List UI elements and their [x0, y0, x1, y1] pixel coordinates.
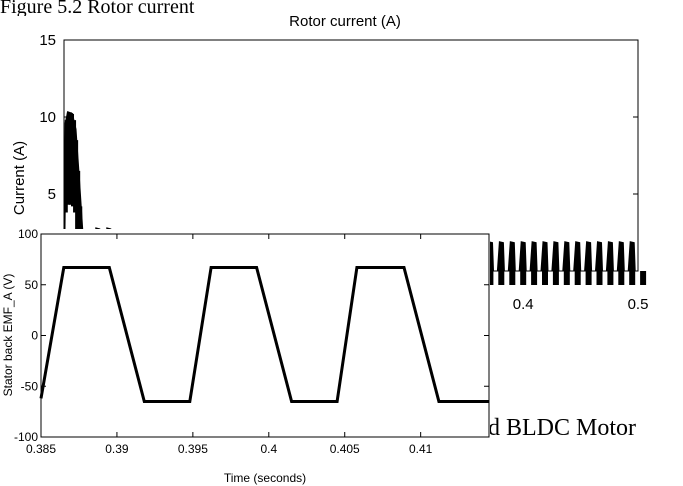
back-emf-x-tick-label: 0.405: [330, 442, 360, 456]
back-emf-y-tick-label: -100: [14, 430, 38, 444]
back-emf-x-axis-label: Time (seconds): [224, 471, 306, 485]
back-emf-x-tick-label: 0.385: [26, 442, 56, 456]
rotor-y-tick-label: 10: [39, 109, 56, 126]
back-emf-x-tick-label: 0.39: [105, 442, 129, 456]
rotor-negative-dip: [520, 271, 527, 285]
rotor-chart-title: Rotor current (A): [289, 13, 401, 30]
top-caption: Figure 5.2 Rotor current: [0, 0, 195, 16]
rotor-negative-dip: [585, 271, 592, 285]
rotor-y-axis-label: Current (A): [11, 141, 28, 215]
rotor-negative-dip: [542, 271, 548, 285]
back-emf-y-tick-label: -50: [21, 379, 39, 393]
rotor-negative-dip: [498, 271, 505, 285]
back-emf-x-tick-label: 0.41: [409, 442, 433, 456]
rotor-negative-dip: [552, 271, 559, 285]
rotor-negative-dip: [487, 271, 494, 285]
back-emf-plot-frame: [40, 233, 490, 438]
back-emf-chart: Stator back EMF_A (V) Time (seconds) 100…: [0, 227, 490, 486]
rotor-negative-dip: [531, 271, 538, 285]
back-emf-y-tick-label: 100: [18, 227, 38, 241]
back-emf-y-axis-label: Stator back EMF_A (V): [1, 274, 15, 397]
rotor-negative-dip: [563, 271, 570, 285]
rotor-negative-dip: [640, 271, 647, 285]
back-emf-x-tick-label: 0.4: [260, 442, 277, 456]
back-emf-x-tick-label: 0.395: [178, 442, 208, 456]
back-emf-y-tick-label: 0: [31, 329, 38, 343]
rotor-x-tick-label: 0.5: [628, 296, 649, 313]
rotor-negative-dip: [607, 271, 614, 285]
rotor-negative-dip: [596, 271, 603, 285]
rotor-x-tick-label: 0.4: [513, 296, 534, 313]
rotor-y-tick-label: 15: [39, 32, 56, 49]
back-emf-x-ticks: 0.385 0.39 0.395 0.4 0.405 0.41: [26, 234, 433, 456]
rotor-y-tick-label: 5: [48, 186, 56, 203]
back-emf-series-line: [39, 266, 489, 403]
rotor-negative-dip: [509, 271, 516, 285]
back-emf-y-ticks: 100 50 0 -50 -100: [14, 227, 489, 444]
rotor-negative-dip: [574, 271, 581, 285]
rotor-x-ticks: 0.4 0.5: [513, 266, 649, 313]
rotor-negative-dip: [618, 271, 625, 285]
rotor-negative-dip: [629, 271, 636, 285]
bottom-caption: d BLDC Motor: [488, 415, 637, 441]
back-emf-y-tick-label: 50: [25, 278, 39, 292]
